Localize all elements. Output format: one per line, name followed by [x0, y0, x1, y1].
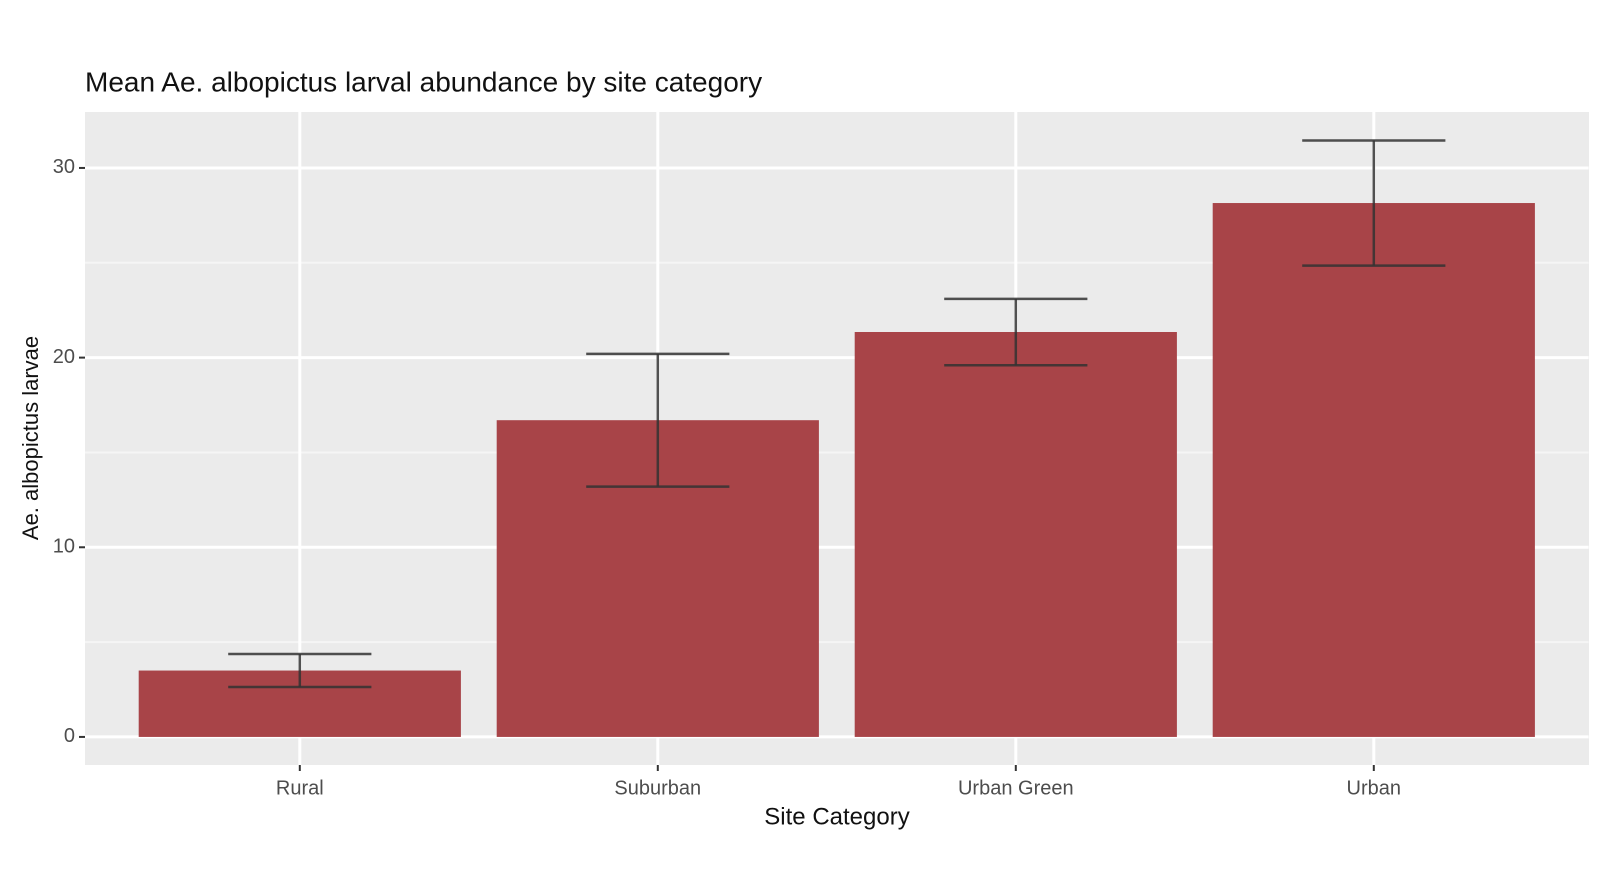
- y-tick-label: 30: [53, 156, 75, 178]
- y-axis-title: Ae. albopictus larvae: [18, 336, 43, 540]
- error-bar: [1302, 139, 1446, 267]
- x-tick-label: Suburban: [614, 777, 701, 799]
- x-tick-label: Urban: [1347, 777, 1401, 799]
- x-tick-label: Urban Green: [958, 777, 1074, 799]
- error-bar: [944, 297, 1088, 367]
- bar: [854, 332, 1177, 737]
- marks: [138, 139, 1535, 737]
- y-tick-label: 0: [64, 725, 75, 747]
- y-tick-label: 20: [53, 346, 75, 368]
- y-tick-label: 10: [53, 536, 75, 558]
- x-tick-label: Rural: [276, 777, 324, 799]
- x-axis-title: Site Category: [764, 803, 909, 830]
- chart-title: Mean Ae. albopictus larval abundance by …: [85, 66, 762, 97]
- bar: [1212, 203, 1535, 737]
- error-bar: [228, 652, 372, 689]
- error-bar: [586, 352, 730, 488]
